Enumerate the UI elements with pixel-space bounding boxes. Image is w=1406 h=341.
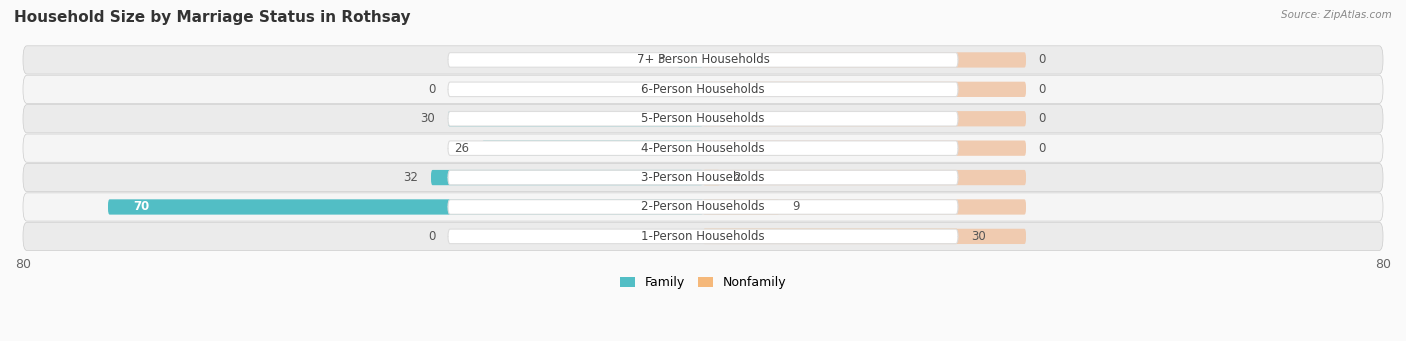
FancyBboxPatch shape (449, 200, 957, 214)
Text: 0: 0 (1039, 112, 1046, 125)
FancyBboxPatch shape (432, 170, 703, 185)
FancyBboxPatch shape (449, 111, 703, 127)
FancyBboxPatch shape (449, 170, 957, 185)
Text: 70: 70 (134, 201, 150, 213)
FancyBboxPatch shape (22, 222, 1384, 251)
Text: 0: 0 (427, 83, 436, 96)
Text: 5-Person Households: 5-Person Households (641, 112, 765, 125)
Text: 26: 26 (454, 142, 470, 155)
FancyBboxPatch shape (703, 140, 1026, 156)
Text: 30: 30 (970, 230, 986, 243)
Text: 0: 0 (1039, 142, 1046, 155)
FancyBboxPatch shape (22, 193, 1384, 221)
FancyBboxPatch shape (22, 163, 1384, 192)
Legend: Family, Nonfamily: Family, Nonfamily (614, 271, 792, 294)
Text: 3: 3 (658, 54, 665, 66)
FancyBboxPatch shape (482, 140, 703, 156)
Text: 6-Person Households: 6-Person Households (641, 83, 765, 96)
FancyBboxPatch shape (449, 229, 957, 243)
Text: 0: 0 (1039, 83, 1046, 96)
FancyBboxPatch shape (108, 199, 703, 214)
Text: Household Size by Marriage Status in Rothsay: Household Size by Marriage Status in Rot… (14, 10, 411, 25)
Text: 7+ Person Households: 7+ Person Households (637, 54, 769, 66)
FancyBboxPatch shape (703, 82, 1026, 97)
Text: 0: 0 (1039, 54, 1046, 66)
Text: 32: 32 (404, 171, 418, 184)
FancyBboxPatch shape (678, 52, 703, 68)
Text: 1-Person Households: 1-Person Households (641, 230, 765, 243)
Text: 9: 9 (792, 201, 800, 213)
Text: 3-Person Households: 3-Person Households (641, 171, 765, 184)
FancyBboxPatch shape (703, 170, 720, 185)
Text: Source: ZipAtlas.com: Source: ZipAtlas.com (1281, 10, 1392, 20)
FancyBboxPatch shape (703, 229, 957, 244)
Text: 0: 0 (427, 230, 436, 243)
FancyBboxPatch shape (703, 199, 779, 214)
FancyBboxPatch shape (703, 229, 1026, 244)
FancyBboxPatch shape (22, 134, 1384, 162)
FancyBboxPatch shape (703, 199, 1026, 214)
Text: 2: 2 (733, 171, 740, 184)
Text: 4-Person Households: 4-Person Households (641, 142, 765, 155)
Text: 2-Person Households: 2-Person Households (641, 201, 765, 213)
FancyBboxPatch shape (703, 111, 1026, 127)
FancyBboxPatch shape (22, 46, 1384, 74)
FancyBboxPatch shape (22, 105, 1384, 133)
FancyBboxPatch shape (703, 52, 1026, 68)
FancyBboxPatch shape (449, 112, 957, 126)
FancyBboxPatch shape (703, 170, 1026, 185)
FancyBboxPatch shape (449, 53, 957, 67)
FancyBboxPatch shape (22, 75, 1384, 103)
Text: 30: 30 (420, 112, 436, 125)
FancyBboxPatch shape (449, 82, 957, 97)
FancyBboxPatch shape (449, 141, 957, 155)
